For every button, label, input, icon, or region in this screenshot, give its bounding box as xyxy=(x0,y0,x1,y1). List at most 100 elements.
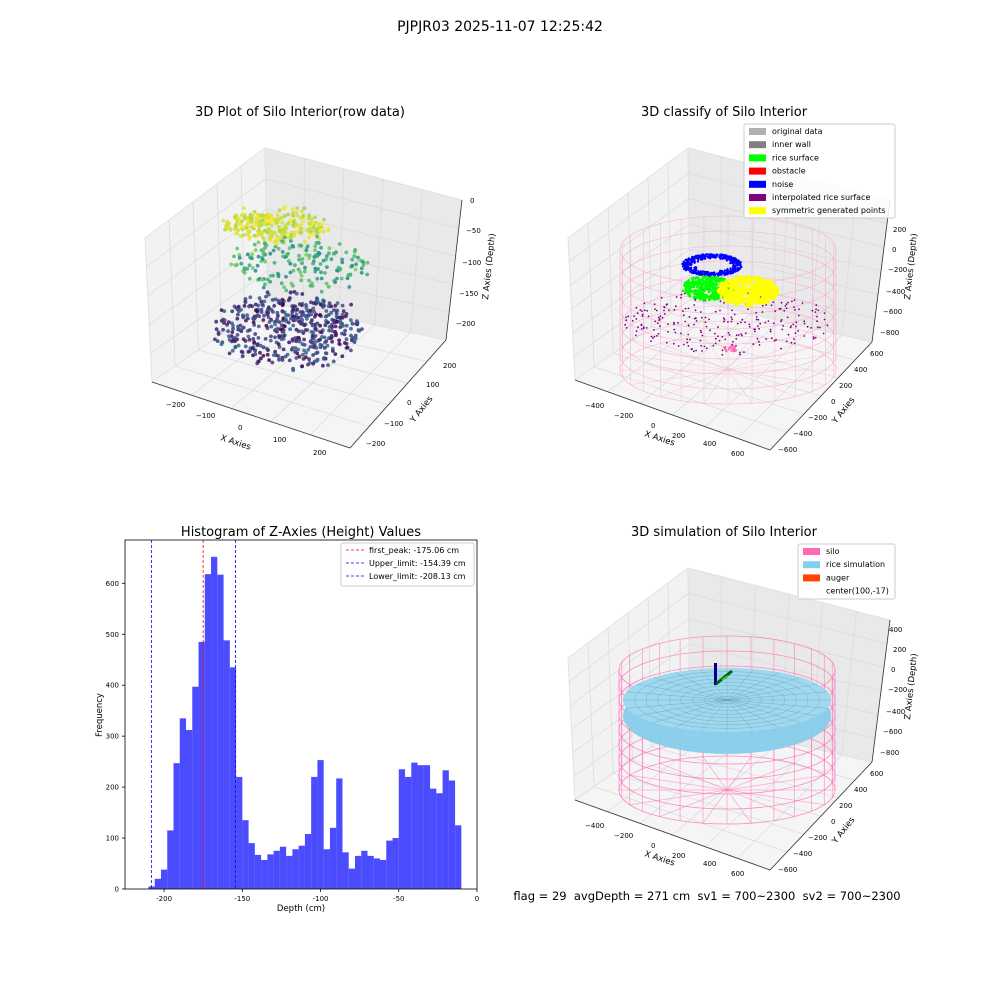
status-line: flag = 29 avgDepth = 271 cm sv1 = 700~23… xyxy=(513,889,900,903)
floor-point xyxy=(733,349,736,353)
interpolated-point xyxy=(730,316,733,319)
symmetric-point xyxy=(746,302,749,306)
data-point xyxy=(264,294,268,299)
chart2-x-tick: 200 xyxy=(672,432,685,440)
interpolated-point xyxy=(795,325,797,328)
chart2-z-label: Z Axies (Depth) xyxy=(903,233,920,300)
interpolated-point xyxy=(721,353,724,356)
data-point xyxy=(235,307,240,312)
data-point xyxy=(247,337,252,342)
data-point xyxy=(322,217,326,222)
data-point xyxy=(294,291,299,296)
data-point xyxy=(247,304,251,309)
data-point xyxy=(255,263,260,268)
interpolated-point xyxy=(740,333,743,335)
interpolated-point xyxy=(816,320,818,323)
data-point xyxy=(245,252,250,257)
data-point xyxy=(326,226,331,231)
interpolated-point xyxy=(657,316,660,319)
rice-surface-point xyxy=(723,278,726,281)
symmetric-point xyxy=(747,281,751,285)
symmetric-point xyxy=(721,288,725,292)
data-point xyxy=(312,309,316,314)
interpolated-point xyxy=(748,323,751,326)
data-point xyxy=(237,222,241,227)
data-point xyxy=(272,304,277,308)
chart2-z-tick: 0 xyxy=(892,246,896,254)
data-point xyxy=(235,337,240,342)
data-point xyxy=(225,322,230,327)
chart2-y-tick: 200 xyxy=(839,382,852,390)
data-point xyxy=(291,323,296,328)
chart2-legend-box xyxy=(743,123,896,219)
data-point xyxy=(215,339,220,343)
symmetric-point xyxy=(756,299,760,303)
symmetric-point xyxy=(760,285,764,289)
rice-surface-point xyxy=(717,295,721,298)
rice-surface-point xyxy=(707,290,711,294)
chart1-z-tick: −50 xyxy=(466,227,481,235)
data-point xyxy=(326,320,330,325)
symmetric-point xyxy=(759,293,763,296)
data-point xyxy=(271,248,276,253)
symmetric-point xyxy=(757,283,761,286)
symmetric-point xyxy=(741,284,745,288)
symmetric-point xyxy=(768,280,772,284)
noise-point xyxy=(731,260,734,263)
interpolated-point xyxy=(693,317,696,320)
chart2-y-ticks: −600 −400 −200 0 200 400 600 xyxy=(778,350,883,454)
interpolated-point xyxy=(687,333,690,336)
chart1-z-tick: 0 xyxy=(470,197,474,205)
data-point xyxy=(253,332,258,336)
chart2-y-tick: 600 xyxy=(870,350,883,358)
floor-point xyxy=(728,347,732,350)
noise-point xyxy=(693,261,696,264)
rice-surface-point xyxy=(692,276,695,280)
data-point xyxy=(255,343,260,348)
symmetric-point xyxy=(736,278,740,282)
data-point xyxy=(255,313,260,318)
data-point xyxy=(308,345,313,349)
data-point xyxy=(326,363,330,367)
noise-point xyxy=(727,256,730,259)
legend-swatch xyxy=(749,167,766,175)
symmetric-point xyxy=(767,300,770,304)
interpolated-point xyxy=(665,341,668,344)
interpolated-point xyxy=(683,292,686,295)
symmetric-point xyxy=(730,286,734,290)
interpolated-point xyxy=(735,345,737,347)
interpolated-point xyxy=(700,316,703,319)
interpolated-point xyxy=(727,332,730,334)
noise-point xyxy=(727,271,730,274)
interpolated-point xyxy=(815,308,817,311)
data-point xyxy=(263,337,268,341)
noise-point xyxy=(735,258,738,261)
chart4-x-tick: 600 xyxy=(731,870,744,878)
chart4-x-tick: −400 xyxy=(585,822,604,830)
data-point xyxy=(319,270,323,275)
histogram-bar xyxy=(354,855,362,889)
interpolated-point xyxy=(680,293,683,296)
noise-point xyxy=(737,263,740,266)
data-point xyxy=(302,337,306,342)
data-point xyxy=(303,265,307,270)
silo-floor-spoke xyxy=(726,789,752,824)
legend-swatch xyxy=(803,574,820,582)
interpolated-point xyxy=(688,315,691,318)
data-point xyxy=(333,324,338,329)
surface-mesh-spoke xyxy=(636,683,728,701)
rice-surface-point xyxy=(687,293,691,297)
symmetric-point xyxy=(770,282,774,286)
symmetric-point xyxy=(761,278,765,282)
data-point xyxy=(282,333,287,338)
data-point xyxy=(277,334,281,338)
chart1-x-axis-line xyxy=(151,381,351,449)
data-point xyxy=(365,272,370,277)
data-point xyxy=(290,346,295,350)
data-point xyxy=(352,254,357,259)
noise-point xyxy=(732,256,735,259)
interpolated-point xyxy=(739,351,741,354)
interpolated-point xyxy=(631,320,634,322)
data-point xyxy=(291,366,295,371)
